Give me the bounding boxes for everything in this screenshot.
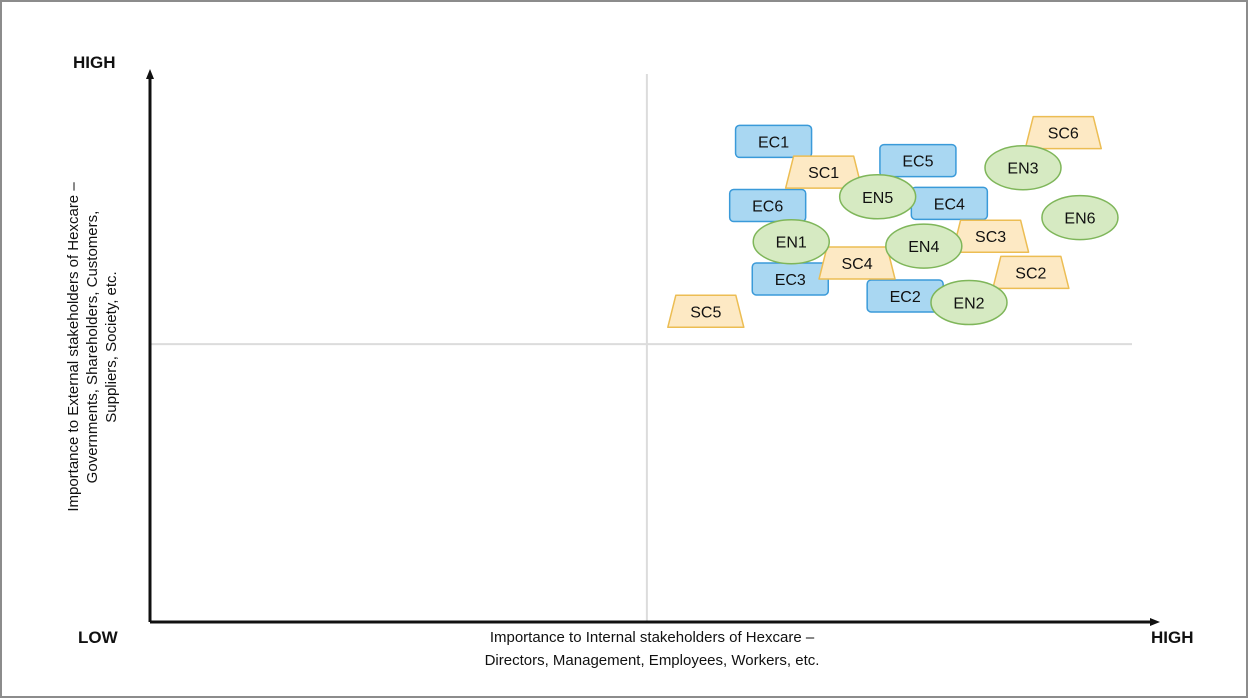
data-point-en5-label: EN5 xyxy=(862,190,893,207)
data-point-en6-label: EN6 xyxy=(1064,211,1095,228)
data-point-sc4: SC4 xyxy=(818,246,896,280)
data-point-ec2-label: EC2 xyxy=(890,289,921,306)
data-point-sc2: SC2 xyxy=(992,255,1070,290)
data-point-ec6-label: EC6 xyxy=(752,199,783,216)
data-point-ec1: EC1 xyxy=(734,124,813,159)
data-point-ec4-label: EC4 xyxy=(934,196,965,213)
data-point-sc5-shape xyxy=(667,294,745,329)
data-point-en5-shape xyxy=(838,174,917,220)
data-point-sc4-shape xyxy=(818,246,896,280)
data-point-sc5: SC5 xyxy=(667,294,745,329)
data-point-sc6-label: SC6 xyxy=(1048,126,1079,143)
data-point-en5: EN5 xyxy=(838,174,917,220)
data-point-sc6-shape xyxy=(1024,115,1103,150)
data-point-en4-label: EN4 xyxy=(908,239,939,256)
data-point-sc2-shape xyxy=(992,255,1070,290)
data-point-en4: EN4 xyxy=(885,223,963,269)
data-point-en2-shape xyxy=(930,279,1008,326)
data-point-sc5-label: SC5 xyxy=(690,304,721,321)
data-point-en1: EN1 xyxy=(752,218,830,265)
data-points: EC1 EC5 EC6 EC4 EC3 EC2 SC1 SC6 SC3 SC4 SC2 SC5 EN5 E… xyxy=(667,115,1119,329)
data-point-en2-label: EN2 xyxy=(953,296,984,313)
x-axis-high-label: HIGH xyxy=(1151,628,1194,647)
data-point-ec4: EC4 xyxy=(910,186,989,221)
data-point-en6: EN6 xyxy=(1041,194,1119,241)
x-axis-title-line-1: Importance to Internal stakeholders of H… xyxy=(490,629,815,646)
data-point-en3: EN3 xyxy=(984,144,1062,191)
data-point-en1-label: EN1 xyxy=(776,235,807,252)
x-axis-title-line-2: Directors, Management, Employees, Worker… xyxy=(485,652,820,669)
data-point-ec5: EC5 xyxy=(879,143,957,178)
data-point-ec3-label: EC3 xyxy=(775,272,806,289)
data-point-ec3: EC3 xyxy=(751,262,830,296)
y-axis-title-line-2: Governments, Shareholders, Customers, xyxy=(84,211,101,484)
data-point-sc4-label: SC4 xyxy=(841,256,872,273)
data-point-en1-shape xyxy=(752,218,830,265)
y-axis-title-line-1: Importance to External stakeholders of H… xyxy=(65,182,82,512)
data-point-ec5-label: EC5 xyxy=(902,154,933,171)
y-axis-title-line-3: Suppliers, Society, etc. xyxy=(103,271,120,422)
data-point-en4-shape xyxy=(885,223,963,269)
y-axis-title: Importance to External stakeholders of H… xyxy=(65,182,120,512)
data-point-ec6: EC6 xyxy=(728,188,807,223)
x-axis-low-label: LOW xyxy=(78,628,119,647)
data-point-en3-shape xyxy=(984,144,1062,191)
data-point-en2: EN2 xyxy=(930,279,1008,326)
data-point-sc3: SC3 xyxy=(951,219,1030,253)
data-point-ec2: EC2 xyxy=(866,279,944,313)
data-point-ec5-shape xyxy=(879,143,957,178)
data-point-ec6-shape xyxy=(728,188,807,223)
data-point-sc2-label: SC2 xyxy=(1015,265,1046,282)
data-point-sc6: SC6 xyxy=(1024,115,1103,150)
y-axis-high-label: HIGH xyxy=(73,53,116,72)
data-point-sc3-label: SC3 xyxy=(975,229,1006,246)
data-point-en3-label: EN3 xyxy=(1007,161,1038,178)
data-point-en6-shape xyxy=(1041,194,1119,241)
data-point-sc1-label: SC1 xyxy=(808,165,839,182)
data-point-ec1-shape xyxy=(734,124,813,159)
data-point-ec1-label: EC1 xyxy=(758,134,789,151)
